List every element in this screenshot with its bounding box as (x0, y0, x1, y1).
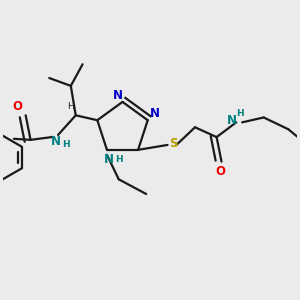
Text: N: N (227, 114, 237, 127)
Text: N: N (104, 153, 114, 166)
Text: N: N (51, 135, 61, 148)
Text: N: N (150, 107, 160, 120)
Text: O: O (215, 165, 226, 178)
Text: H: H (68, 102, 74, 111)
Text: S: S (169, 137, 178, 151)
Text: H: H (236, 109, 244, 118)
Text: N: N (112, 88, 123, 101)
Text: H: H (115, 155, 122, 164)
Text: O: O (13, 100, 23, 113)
Text: H: H (62, 140, 70, 149)
